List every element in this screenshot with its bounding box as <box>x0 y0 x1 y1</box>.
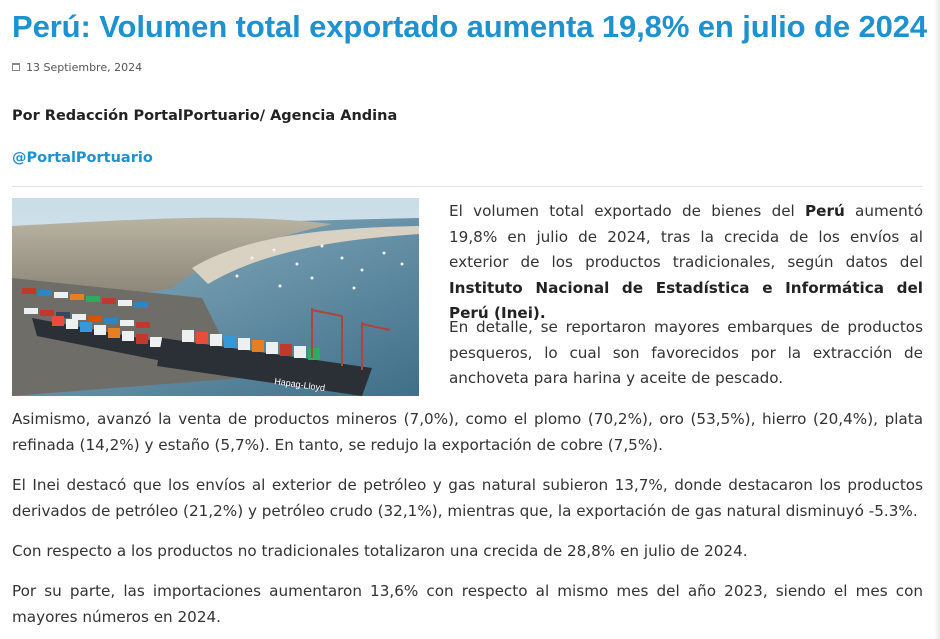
window-edge <box>934 0 940 639</box>
article-title: Perú: Volumen total exportado aumenta 19… <box>12 9 928 44</box>
calendar-icon <box>12 63 20 71</box>
article-image: Hapag-Lloyd <box>12 198 419 396</box>
paragraph-3: Asimismo, avanzó la venta de productos m… <box>12 410 923 454</box>
article: Perú: Volumen total exportado aumenta 19… <box>12 0 928 626</box>
p1-institution: Instituto Nacional de Estadística e Info… <box>449 278 923 323</box>
paragraph-2: En detalle, se reportaron mayores embarq… <box>449 318 923 387</box>
paragraph-6: Por su parte, las importaciones aumentar… <box>12 582 923 626</box>
article-meta: 13 Septiembre, 2024 <box>12 59 923 75</box>
p1-country: Perú <box>805 202 845 220</box>
byline: Por Redacción PortalPortuario/ Agencia A… <box>12 108 398 124</box>
p1-text-a: El volumen total exportado de bienes del <box>449 202 806 220</box>
paragraph-5: Con respecto a los productos no tradicio… <box>12 542 748 560</box>
article-date: 13 Septiembre, 2024 <box>26 60 143 74</box>
paragraph-4: El Inei destacó que los envíos al exteri… <box>12 476 923 520</box>
p1-text-c: aumentó 19,8% en julio de 2024, tras la … <box>449 202 923 271</box>
twitter-handle-link[interactable]: @PortalPortuario <box>12 150 153 166</box>
divider <box>12 186 923 187</box>
paragraph-1: El volumen total exportado de bienes del… <box>449 199 923 327</box>
